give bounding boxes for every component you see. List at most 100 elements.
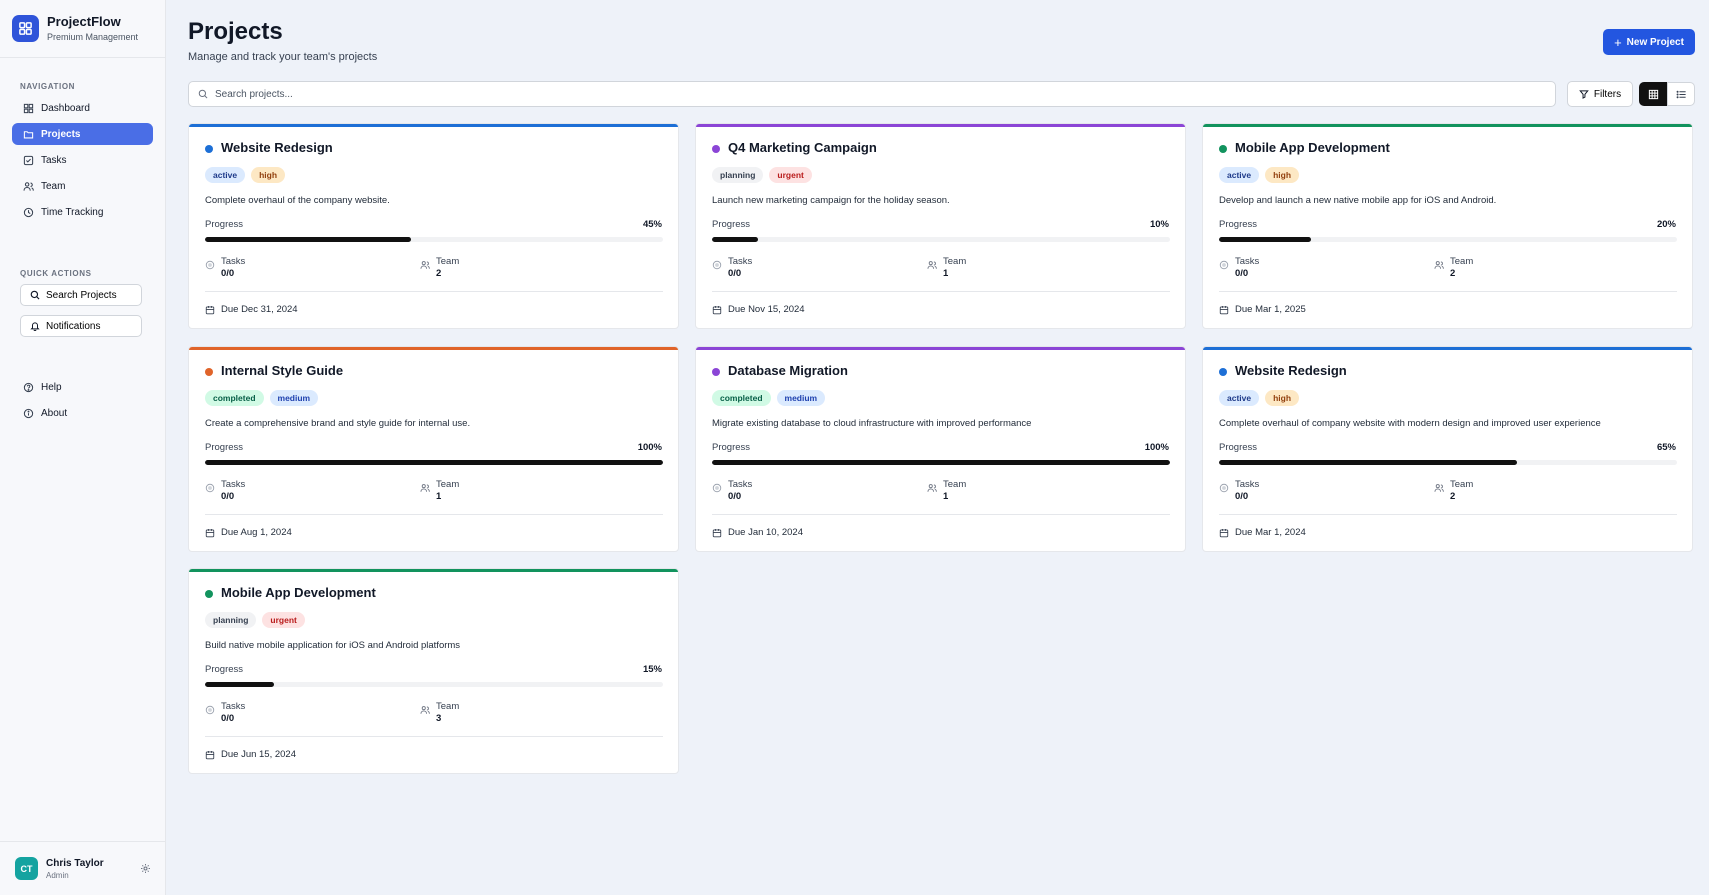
- progress-label: Progress: [205, 442, 244, 453]
- due-date-text: Due Dec 31, 2024: [221, 304, 298, 315]
- team-value: 2: [1450, 491, 1456, 502]
- status-badge: active: [1219, 167, 1260, 183]
- progress-value: 100%: [637, 442, 662, 453]
- tasks-value: 0/0: [1235, 268, 1249, 279]
- project-title: Website Redesign: [221, 140, 333, 155]
- user-name: Chris Taylor: [46, 857, 104, 869]
- notifications-button[interactable]: Notifications: [20, 315, 142, 337]
- due-date: Due Aug 1, 2024: [205, 527, 292, 538]
- project-card[interactable]: Q4 Marketing Campaign planning urgent La…: [695, 123, 1186, 329]
- users-icon: [420, 484, 430, 492]
- grid-view-toggle[interactable]: [1639, 82, 1667, 106]
- team-meta: Team 1: [927, 256, 966, 280]
- user-role: Admin: [46, 870, 69, 880]
- search-input[interactable]: [215, 88, 1546, 100]
- team-value: 2: [1450, 268, 1456, 279]
- users-icon: [1434, 261, 1444, 269]
- project-card[interactable]: Database Migration completed medium Migr…: [695, 346, 1186, 552]
- team-meta: Team 2: [420, 256, 459, 280]
- team-value: 1: [943, 268, 949, 279]
- tasks-circle-icon: [205, 483, 215, 493]
- user-profile[interactable]: CT Chris Taylor Admin: [0, 841, 166, 895]
- progress-bar: [205, 460, 663, 465]
- calendar-icon: [205, 750, 215, 759]
- sidebar-item-label: Projects: [41, 128, 81, 140]
- progress-value: 100%: [1144, 442, 1169, 453]
- divider: [1219, 291, 1677, 292]
- badges: planning urgent: [712, 167, 812, 183]
- list-view-toggle[interactable]: [1667, 82, 1695, 106]
- calendar-icon: [712, 528, 722, 537]
- calendar-icon: [712, 305, 722, 314]
- due-date: Due Mar 1, 2025: [1219, 304, 1306, 315]
- sidebar-item-team[interactable]: Team: [12, 175, 153, 197]
- team-meta: Team 2: [1434, 256, 1473, 280]
- new-project-button[interactable]: + New Project: [1603, 29, 1695, 55]
- brand[interactable]: ProjectFlow Premium Management: [0, 0, 165, 58]
- check-square-icon: [23, 155, 34, 165]
- due-date: Due Jun 15, 2024: [205, 749, 296, 760]
- project-description: Complete overhaul of company website wit…: [1219, 418, 1601, 429]
- project-card[interactable]: Website Redesign active high Complete ov…: [1202, 346, 1693, 552]
- progress-label: Progress: [1219, 219, 1258, 230]
- project-card[interactable]: Website Redesign active high Complete ov…: [188, 123, 679, 329]
- about-label: About: [41, 407, 68, 419]
- status-badge: planning: [712, 167, 764, 183]
- sidebar-item-label: Dashboard: [41, 102, 90, 114]
- sidebar-item-time-tracking[interactable]: Time Tracking: [12, 201, 153, 223]
- search-icon: [198, 89, 208, 99]
- sidebar-item-tasks[interactable]: Tasks: [12, 149, 153, 171]
- sidebar-item-projects[interactable]: Projects: [12, 123, 153, 145]
- status-dot: [205, 368, 213, 376]
- project-card[interactable]: Internal Style Guide completed medium Cr…: [188, 346, 679, 552]
- users-icon: [420, 706, 430, 714]
- grid-icon: [1648, 89, 1658, 99]
- team-meta: Team 3: [420, 701, 459, 725]
- tasks-label: Tasks: [728, 479, 753, 490]
- progress-label: Progress: [205, 664, 244, 675]
- project-title: Q4 Marketing Campaign: [728, 140, 877, 155]
- calendar-icon: [1219, 305, 1229, 314]
- tasks-meta: Tasks 0/0: [1219, 256, 1259, 280]
- progress-label: Progress: [712, 442, 751, 453]
- due-date-text: Due Aug 1, 2024: [221, 527, 292, 538]
- users-icon: [23, 181, 34, 191]
- card-accent-bar: [696, 347, 1185, 350]
- tasks-value: 0/0: [1235, 491, 1249, 502]
- badges: completed medium: [712, 390, 826, 406]
- sidebar-item-label: Team: [41, 180, 66, 192]
- project-title: Mobile App Development: [1235, 140, 1390, 155]
- tasks-meta: Tasks 0/0: [712, 479, 752, 503]
- project-card[interactable]: Mobile App Development planning urgent B…: [188, 568, 679, 774]
- team-meta: Team 1: [927, 479, 966, 503]
- gear-icon[interactable]: [140, 863, 151, 874]
- team-value: 1: [436, 491, 442, 502]
- team-value: 3: [436, 713, 442, 724]
- sidebar-item-dashboard[interactable]: Dashboard: [12, 97, 153, 119]
- divider: [1219, 514, 1677, 515]
- due-date: Due Mar 1, 2024: [1219, 527, 1306, 538]
- help-link[interactable]: Help: [12, 376, 153, 398]
- filter-icon: [1579, 90, 1589, 99]
- search-icon: [30, 290, 40, 300]
- progress-bar: [712, 237, 1170, 242]
- progress-value: 65%: [1656, 442, 1676, 453]
- tasks-circle-icon: [205, 705, 215, 715]
- about-link[interactable]: About: [12, 402, 153, 424]
- team-label: Team: [436, 256, 460, 267]
- progress-fill: [712, 460, 1170, 465]
- navigation-label: NAVIGATION: [20, 82, 76, 91]
- team-label: Team: [943, 256, 967, 267]
- progress-value: 20%: [1656, 219, 1676, 230]
- due-date: Due Jan 10, 2024: [712, 527, 803, 538]
- team-meta: Team 1: [420, 479, 459, 503]
- project-description: Build native mobile application for iOS …: [205, 640, 461, 651]
- folder-icon: [23, 130, 34, 138]
- project-card[interactable]: Mobile App Development active high Devel…: [1202, 123, 1693, 329]
- help-label: Help: [41, 381, 62, 393]
- status-badge: active: [1219, 390, 1260, 406]
- quick-actions-label: QUICK ACTIONS: [20, 269, 92, 278]
- filters-button[interactable]: Filters: [1567, 81, 1633, 107]
- search-projects-button[interactable]: Search Projects: [20, 284, 142, 306]
- tasks-label: Tasks: [1235, 479, 1260, 490]
